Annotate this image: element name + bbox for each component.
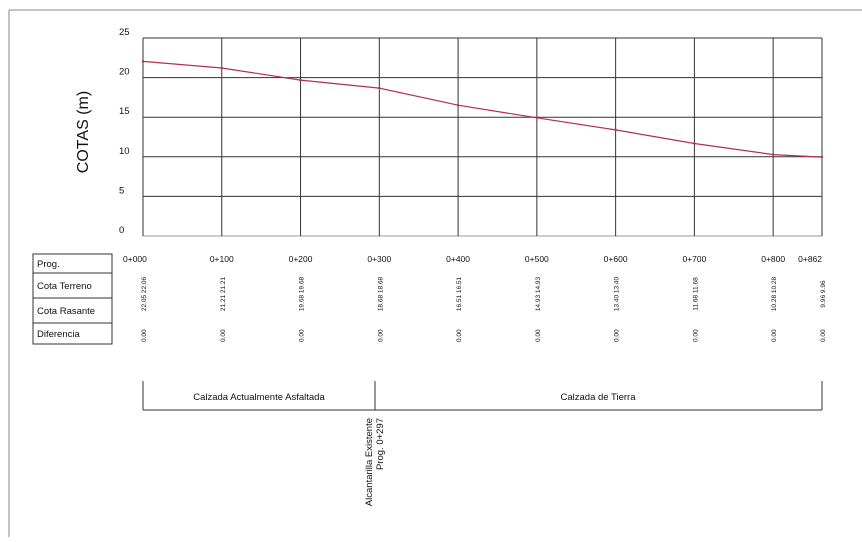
diferencia-values: 0.00 0.00 0.00 0.00 0.00 0.00 0.00 0.00 0.00 0.00	[141, 329, 827, 342]
diferencia-value: 0.00	[456, 329, 463, 342]
cota-terreno-value: 11.68 11.68	[692, 277, 699, 311]
x-tick-label: 0+300	[367, 254, 391, 264]
table-row-label-diferencia: Diferencia	[37, 329, 80, 340]
data-point	[535, 116, 539, 119]
section-label-tierra: Calzada de Tierra	[561, 392, 637, 403]
table-row-label-prog: Prog.	[37, 259, 60, 270]
y-tick-label: 25	[119, 27, 130, 38]
x-tick-label: 0+400	[446, 254, 470, 264]
culvert-annotation: Alcantarilla Existente Prog. 0+297	[364, 418, 386, 506]
data-point	[141, 60, 145, 63]
y-tick-label: 10	[119, 146, 130, 157]
diferencia-value: 0.00	[141, 329, 148, 342]
section-label-asfaltada: Calzada Actualmente Asfaltada	[193, 392, 325, 403]
table-row-labels-box	[32, 253, 113, 345]
cota-terreno-value: 16.51 16.51	[456, 276, 463, 311]
diferencia-value: 0.00	[535, 329, 542, 342]
cota-terreno-value: 14.93 14.93	[535, 276, 542, 311]
diferencia-value: 0.00	[771, 329, 778, 342]
diferencia-value: 0.00	[614, 329, 621, 342]
diferencia-value: 0.00	[377, 329, 384, 342]
series-layer	[142, 60, 823, 158]
data-points	[141, 60, 824, 159]
data-point	[378, 86, 381, 90]
cota-terreno-value: 21.21 21.21	[220, 276, 227, 311]
y-axis-label: COTAS (m)	[75, 91, 92, 173]
cota-terreno-value: 19.68 19.68	[299, 276, 306, 311]
data-point	[820, 155, 824, 159]
cota-terreno-value: 13.40 13.40	[614, 276, 621, 311]
cota-terreno-values: 22.05 22.06 21.21 21.21 19.68 19.68 18.68 1…	[141, 276, 827, 311]
cota-terreno-value: 22.05 22.06	[141, 276, 148, 311]
x-tick-label: 0+200	[289, 254, 313, 264]
data-point	[220, 66, 223, 70]
diferencia-value: 0.00	[692, 329, 699, 342]
x-tick-label: 0+600	[604, 254, 628, 264]
data-point	[693, 142, 696, 145]
y-tick-label: 5	[119, 185, 124, 196]
annotation-line-2: Prog. 0+297	[375, 418, 386, 470]
data-table: Prog. Cota Terreno Cota Rasante Diferenc…	[32, 253, 113, 345]
terrain-profile-line	[142, 60, 823, 158]
cota-terreno-value: 18.68 18.68	[377, 276, 384, 311]
y-tick-label: 15	[119, 106, 130, 117]
data-point	[456, 104, 460, 107]
x-tick-label: 0+862	[798, 254, 822, 264]
annotation-line-1: Alcantarilla Existente	[364, 418, 375, 506]
grid	[142, 37, 823, 237]
x-tick-label: 0+800	[761, 254, 785, 264]
x-tick-label: 0+700	[682, 254, 706, 264]
data-point	[614, 128, 617, 132]
progressive-labels: 0+000 0+100 0+200 0+300 0+400 0+500 0+600 0+700…	[123, 254, 822, 264]
x-tick-label: 0+500	[525, 254, 549, 264]
data-point	[299, 78, 302, 82]
cota-terreno-value: 10.28 10.28	[771, 276, 778, 311]
x-tick-label: 0+000	[123, 254, 147, 264]
diferencia-value: 0.00	[299, 329, 306, 342]
table-row-label-cota-terreno: Cota Terreno	[37, 281, 92, 292]
diferencia-value: 0.00	[220, 329, 227, 342]
y-tick-labels: 0 5 10 15 20 25	[119, 27, 130, 236]
table-row-label-cota-rasante: Cota Rasante	[37, 306, 95, 317]
cota-terreno-value: 9.96 9.96	[820, 280, 827, 307]
road-sections: Calzada Actualmente Asfaltada Calzada de…	[142, 381, 823, 411]
diferencia-value: 0.00	[820, 329, 827, 342]
y-tick-label: 0	[119, 225, 124, 236]
data-point	[771, 153, 775, 156]
x-tick-label: 0+100	[210, 254, 234, 264]
y-tick-label: 20	[119, 67, 130, 78]
